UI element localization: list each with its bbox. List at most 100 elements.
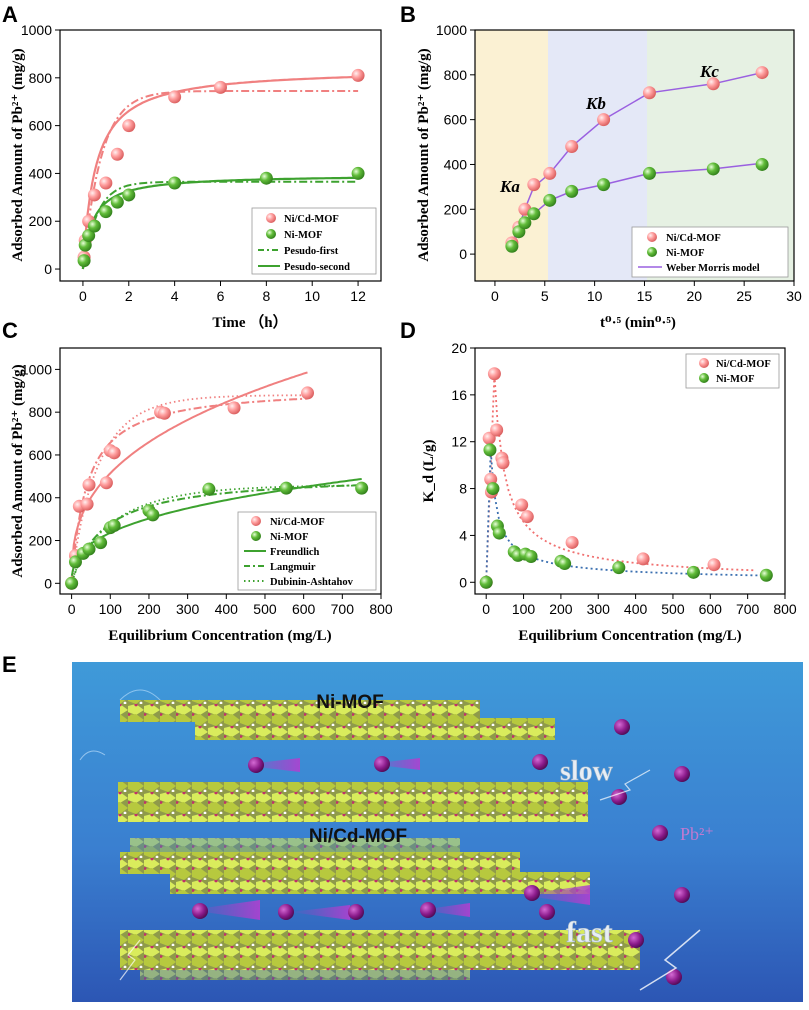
point-nicd-mof — [99, 176, 113, 190]
point-ni-mof — [527, 207, 541, 221]
x-tick-label: 5 — [541, 288, 549, 304]
pb-ion — [532, 754, 548, 770]
legend-label-nicd-b: Ni/Cd-MOF — [666, 233, 721, 244]
point-nicd-mof — [122, 119, 136, 133]
nicd-mof-layer-1b — [170, 872, 590, 894]
point-nicd-mof — [565, 535, 579, 549]
x-tick-label: 400 — [215, 601, 239, 617]
y-tick-label: 800 — [444, 67, 468, 83]
point-nicd-mof — [515, 498, 529, 512]
chart-a: 0 2 4 6 8 10 12 0 200 400 600 800 1000 Adsorbed Amou… — [10, 22, 382, 331]
chart-c: 0 100 200 300 400 500 600 700 800 0 200 400 600 800 10… — [10, 347, 393, 644]
pb-ion — [192, 903, 208, 919]
point-nicd-mof — [99, 476, 113, 490]
x-axis-label-a: Time （h） — [212, 313, 287, 331]
illustration-label-ni-mof: Ni-MOF — [316, 692, 384, 713]
legend-marker-ni-b — [647, 247, 657, 257]
point-ni-mof — [351, 166, 365, 180]
legend-a: Ni/Cd-MOF Ni-MOF Pesudo-first Pesudo-sec… — [251, 207, 377, 275]
legend-label-ni-a: Ni-MOF — [284, 230, 323, 241]
nicd-mof-layer-1a — [120, 852, 520, 874]
legend-label-dubinin-c: Dubinin-Ashtahov — [270, 577, 354, 588]
legend-marker-nicd-a — [266, 213, 276, 223]
point-ni-mof — [65, 576, 79, 590]
y-tick-label: 600 — [444, 112, 468, 128]
x-tick-label: 600 — [292, 601, 316, 617]
point-ni-mof — [107, 519, 121, 533]
y-tick-label: 200 — [29, 213, 53, 229]
pb-ion — [674, 766, 690, 782]
y-tick-label: 0 — [459, 574, 467, 590]
point-ni-mof — [94, 536, 108, 550]
y-tick-label: 4 — [459, 527, 467, 543]
legend-label-pfirst-a: Pesudo-first — [284, 246, 339, 257]
point-nicd-mof — [490, 423, 504, 437]
y-tick-label: 8 — [459, 481, 467, 497]
point-ni-mof — [492, 526, 506, 540]
point-ni-mof — [543, 193, 557, 207]
legend-marker-nicd-b — [647, 232, 657, 242]
point-ni-mof — [99, 205, 113, 219]
y-tick-label: 200 — [444, 201, 468, 217]
point-nicd-mof — [543, 166, 557, 180]
legend-marker-ni-d — [699, 373, 709, 383]
y-tick-label: 16 — [451, 387, 467, 403]
lightning-2 — [119, 939, 141, 981]
point-nicd-mof — [82, 478, 96, 492]
x-tick-label: 25 — [736, 288, 752, 304]
ni-mof-layer-2 — [118, 782, 588, 822]
pb-ion — [374, 756, 390, 772]
legend-marker-ni-a — [266, 229, 276, 239]
point-nicd-mof — [227, 401, 241, 415]
y-tick-label: 400 — [29, 165, 53, 181]
trend-line-ni — [485, 449, 763, 583]
point-ni-mof — [479, 575, 493, 589]
y-tick-label: 12 — [451, 434, 467, 450]
ion-jet-slow-2 — [370, 758, 420, 770]
water-splash-2 — [79, 750, 106, 761]
x-tick-label: 0 — [79, 288, 87, 304]
legend-b: Ni/Cd-MOF Ni-MOF Weber Morris model — [631, 226, 789, 278]
point-nicd-mof — [706, 77, 720, 91]
pb-ion — [614, 719, 630, 735]
x-tick-label: 400 — [624, 601, 648, 617]
x-tick-label: 0 — [491, 288, 499, 304]
point-ni-mof — [518, 216, 532, 230]
x-tick-label: 500 — [661, 601, 685, 617]
nicd-mof-layer-2-shadow — [140, 966, 470, 980]
curve-langmuir-nicd — [70, 397, 308, 584]
ion-jet-slow-1 — [240, 758, 300, 772]
y-tick-label: 600 — [29, 118, 53, 134]
panel-letter-d: D — [400, 318, 416, 343]
chart-b: 0 5 10 15 20 25 30 0 200 400 600 800 1000 Ka Kb Kc A… — [416, 22, 802, 331]
ticks-a: 0 2 4 6 8 10 12 0 200 400 600 800 1000 — [21, 22, 366, 304]
x-tick-label: 200 — [549, 601, 573, 617]
chart-d: 0 100 200 300 400 500 600 700 800 0 4 8 12 16 20 K_d (… — [421, 340, 797, 644]
point-nicd-mof — [496, 456, 510, 470]
x-tick-label: 2 — [125, 288, 133, 304]
y-axis-label-c: Adsorbed Amount of Pb²⁺ (mg/g) — [10, 364, 26, 577]
x-axis-label-d: Equilibrium Concentration (mg/L) — [518, 628, 741, 644]
point-ni-mof — [597, 178, 611, 192]
point-nicd-mof — [157, 406, 171, 420]
y-tick-label: 0 — [44, 261, 52, 277]
points-c — [65, 386, 369, 590]
legend-box-b — [631, 226, 789, 278]
pb-ion — [420, 902, 436, 918]
x-tick-label: 8 — [262, 288, 270, 304]
x-tick-label: 100 — [99, 601, 123, 617]
legend-label-ni-b: Ni-MOF — [666, 248, 705, 259]
y-tick-label: 1000 — [21, 22, 52, 38]
points-b — [505, 66, 769, 253]
ion-jet-fast-1 — [190, 900, 260, 920]
legend-label-ni-c: Ni-MOF — [270, 532, 309, 543]
pb-ion — [524, 885, 540, 901]
point-ni-mof — [77, 254, 91, 268]
points-d — [479, 367, 773, 589]
point-ni-mof — [558, 557, 572, 571]
point-nicd-mof — [214, 80, 227, 94]
legend-d: Ni/Cd-MOF Ni-MOF — [685, 353, 780, 389]
y-tick-label: 200 — [29, 533, 53, 549]
y-axis-label-d: K_d (L/g) — [421, 440, 437, 503]
